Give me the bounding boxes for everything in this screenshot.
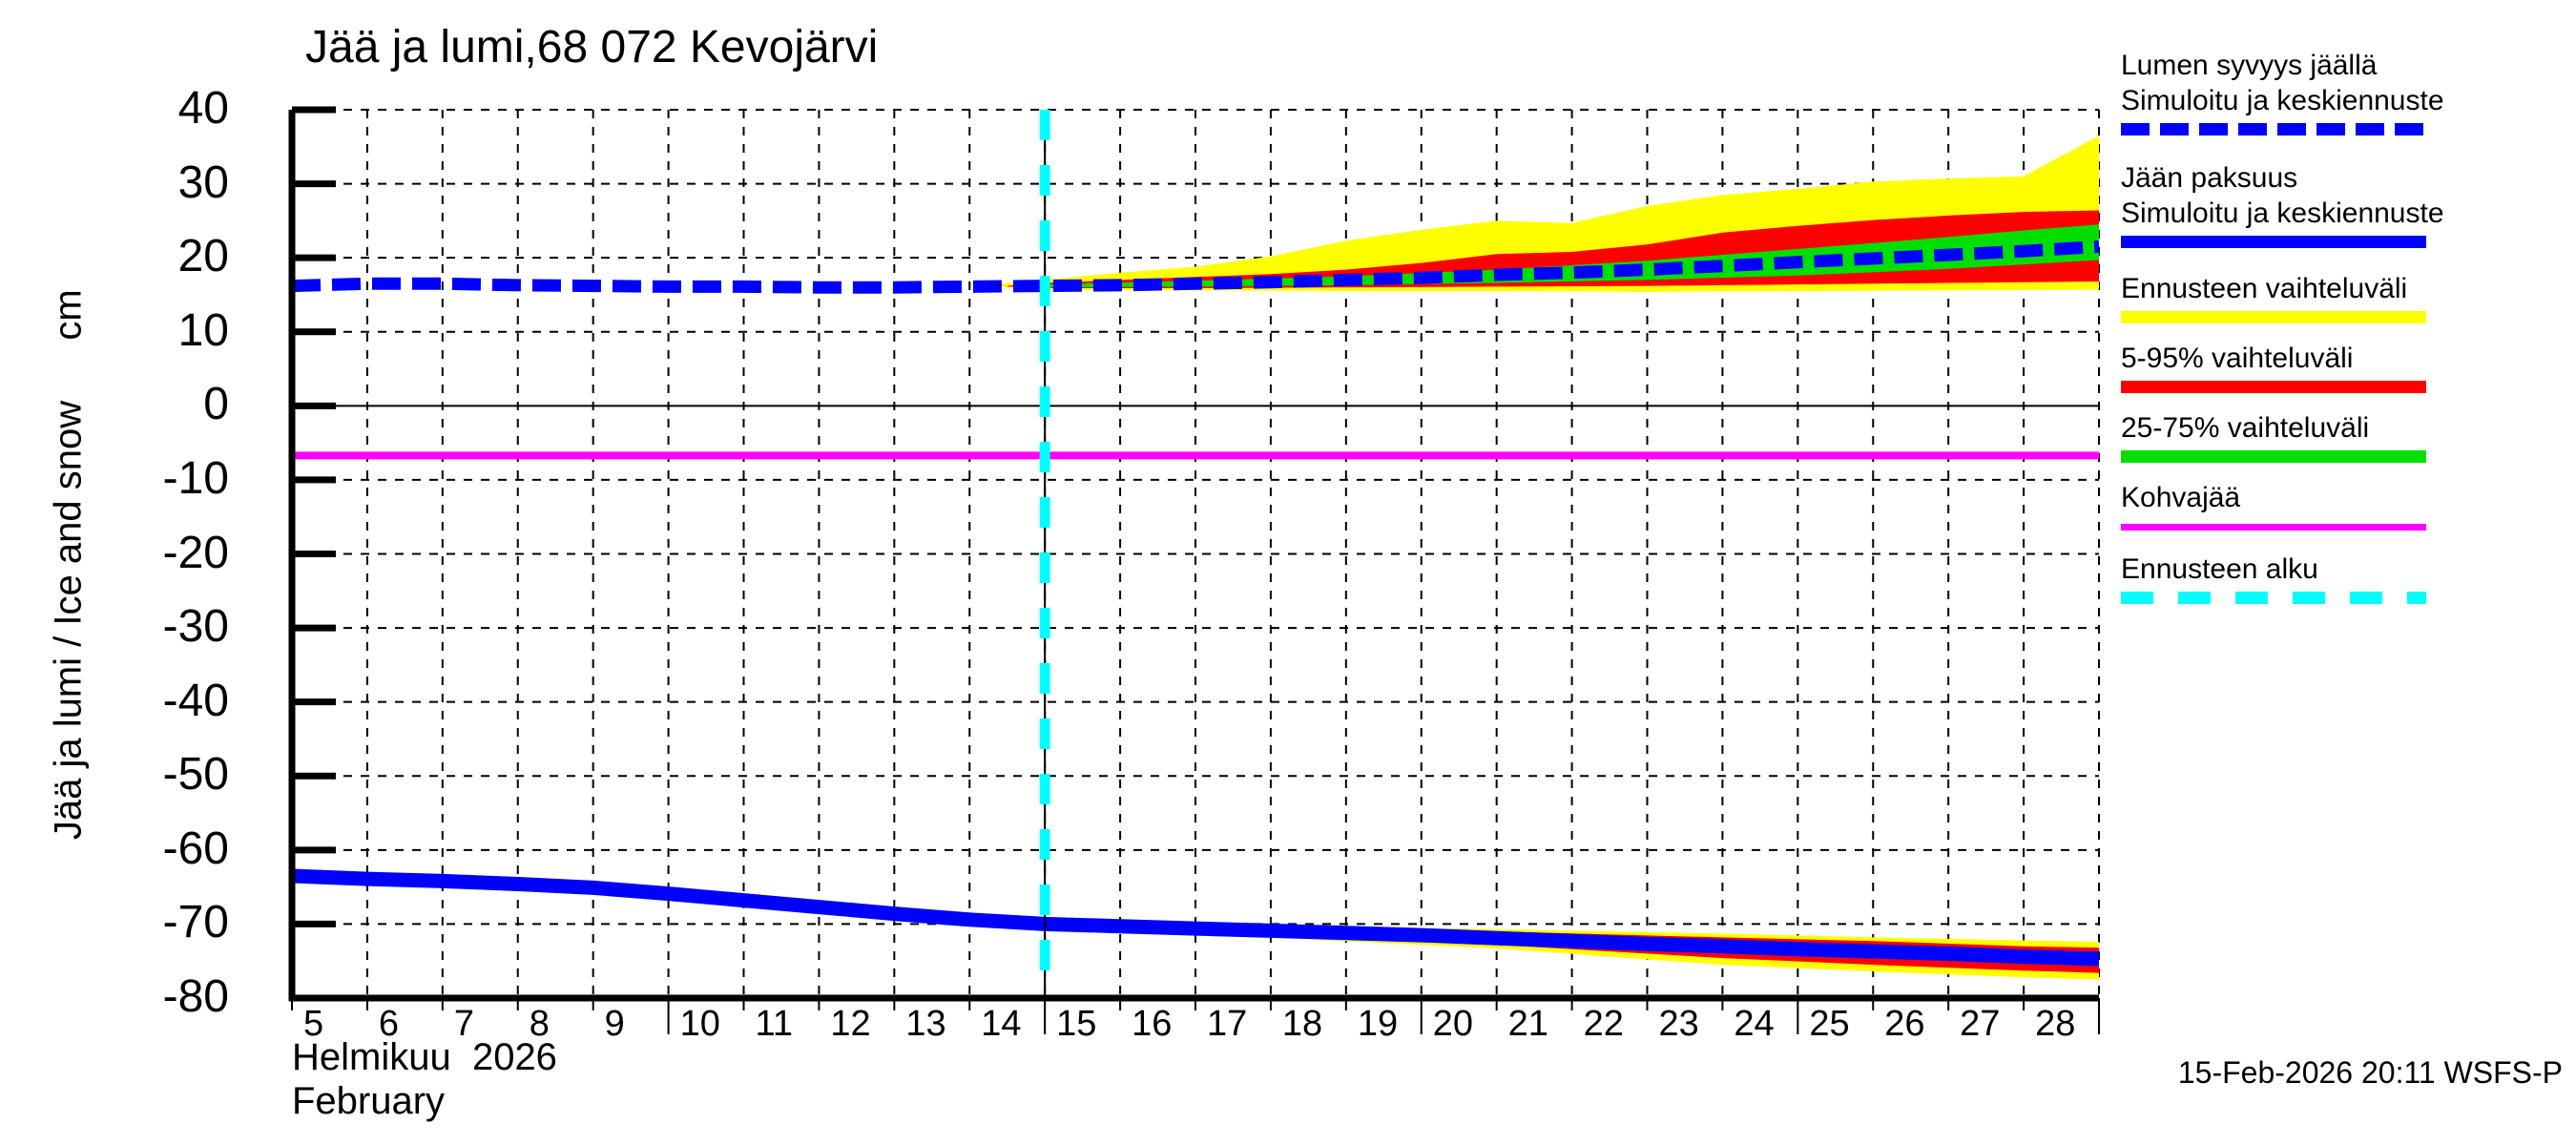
legend-label: Lumen syvyys jäällä: [2121, 50, 2378, 81]
x-tick-label: 18: [1281, 1004, 1323, 1044]
legend-label: Ennusteen alku: [2121, 553, 2318, 585]
legend-sample-red: [2121, 381, 2426, 393]
x-tick-label: 21: [1507, 1004, 1548, 1044]
legend-label: Kohvajää: [2121, 482, 2241, 513]
legend-label: 25-75% vaihteluväli: [2121, 412, 2370, 444]
x-tick-label: 25: [1809, 1004, 1850, 1044]
x-tick-label: 17: [1207, 1004, 1248, 1044]
x-tick-label: 10: [679, 1004, 720, 1044]
x-tick-label: 15: [1056, 1004, 1097, 1044]
chart-title: Jää ja lumi,68 072 Kevojärvi: [305, 22, 879, 73]
y-tick-label: 20: [177, 231, 229, 282]
legend-label: Ennusteen vaihteluväli: [2121, 273, 2408, 304]
legend-label: Jään paksuus: [2121, 162, 2298, 194]
x-tick-label: 14: [981, 1004, 1022, 1044]
legend-label: Simuloitu ja keskiennuste: [2121, 198, 2444, 229]
x-tick-label: 28: [2035, 1004, 2076, 1044]
y-tick-label: 0: [203, 379, 229, 430]
legend-sample-yellow: [2121, 311, 2426, 323]
x-tick-label: 23: [1658, 1004, 1699, 1044]
legend-label: 5-95% vaihteluväli: [2121, 343, 2354, 374]
legend-label: Simuloitu ja keskiennuste: [2121, 85, 2444, 116]
y-tick-label: -60: [162, 822, 229, 874]
y-tick-label: -50: [162, 749, 229, 801]
y-tick-label: -70: [162, 897, 229, 948]
legend-item-forecast-start: Ennusteen alku: [2121, 552, 2426, 604]
legend-sample-dashed-cyan: [2121, 592, 2426, 604]
y-tick-label: -20: [162, 527, 229, 578]
y-tick-label: -30: [162, 601, 229, 653]
legend-item-25-75-range: 25-75% vaihteluväli: [2121, 410, 2426, 463]
x-tick-label: 24: [1734, 1004, 1775, 1044]
legend-sample-magenta: [2121, 524, 2426, 531]
y-tick-label: 30: [177, 156, 229, 208]
y-tick-label: -80: [162, 971, 229, 1022]
x-tick-label: 19: [1357, 1004, 1399, 1044]
x-tick-label: 26: [1884, 1004, 1925, 1044]
x-tick-label: 8: [529, 1004, 550, 1044]
x-tick-label: 22: [1583, 1004, 1624, 1044]
y-tick-label: -40: [162, 675, 229, 726]
y-tick-label: 10: [177, 304, 229, 356]
y-axis-unit: cm: [47, 289, 90, 341]
legend-sample-green: [2121, 450, 2426, 463]
y-axis-label: Jää ja lumi / Ice and snow: [47, 400, 90, 841]
x-tick-label: 12: [830, 1004, 871, 1044]
x-tick-label: 9: [604, 1004, 625, 1044]
legend-sample-solid-blue: [2121, 236, 2426, 248]
y-tick-label: -10: [162, 452, 229, 504]
generation-timestamp: 15-Feb-2026 20:11 WSFS-P: [2177, 1055, 2563, 1090]
y-tick-label: 40: [177, 83, 229, 134]
legend-item-5-95-range: 5-95% vaihteluväli: [2121, 341, 2426, 393]
x-tick-label: 6: [378, 1004, 400, 1044]
x-tick-label: 20: [1432, 1004, 1474, 1044]
x-tick-label: 5: [303, 1004, 324, 1044]
x-axis-label-finnish: Helmikuu 2026: [292, 1036, 557, 1078]
x-tick-label: 27: [1960, 1004, 2001, 1044]
x-tick-label: 13: [905, 1004, 946, 1044]
legend-sample-dashed-blue: [2121, 123, 2426, 135]
x-axis-label-english: February: [292, 1080, 446, 1122]
x-tick-label: 11: [755, 1004, 793, 1044]
legend-item-ice-thickness: Jään paksuus Simuloitu ja keskiennuste: [2121, 160, 2444, 248]
x-tick-label: 16: [1132, 1004, 1173, 1044]
legend-item-snow-depth: Lumen syvyys jäällä Simuloitu ja keskien…: [2121, 48, 2444, 135]
x-tick-label: 7: [453, 1004, 474, 1044]
legend-item-forecast-range: Ennusteen vaihteluväli: [2121, 271, 2426, 323]
legend-item-kohvajaa: Kohvajää: [2121, 480, 2426, 531]
